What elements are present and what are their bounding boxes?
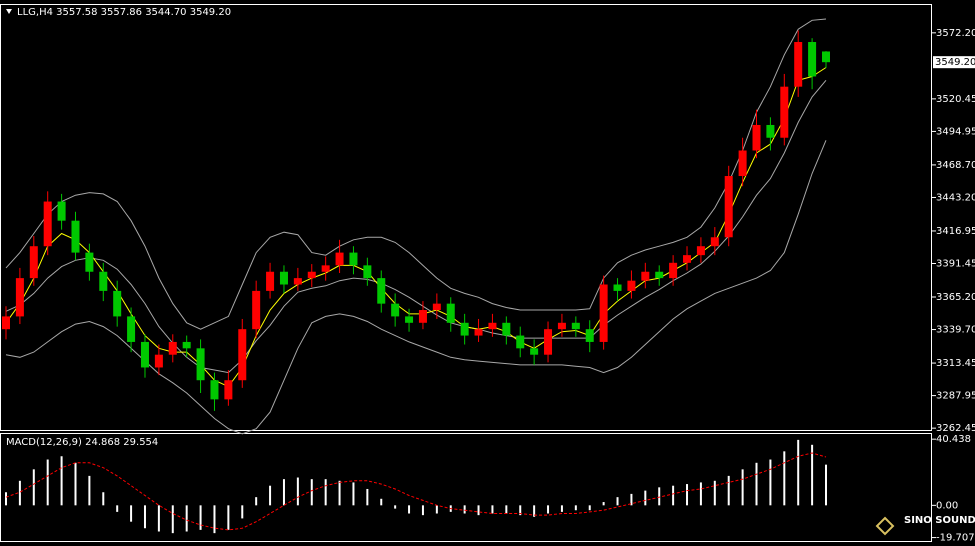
candle-body bbox=[460, 322, 469, 336]
overlay-line bbox=[5, 18, 827, 330]
candle-body bbox=[808, 42, 817, 77]
signal-line bbox=[5, 452, 827, 531]
y-tick-label: 3365.20 bbox=[936, 292, 975, 303]
candle-body bbox=[502, 322, 511, 336]
candle-body bbox=[432, 303, 441, 311]
y-tick-label: 3391.45 bbox=[936, 259, 975, 270]
y-tick-label: 3572.20 bbox=[936, 28, 975, 39]
y-tick-label: 0.00 bbox=[936, 500, 958, 511]
y-tick-label: 3468.70 bbox=[936, 160, 975, 171]
candle-body bbox=[530, 348, 539, 355]
candle-body bbox=[752, 124, 761, 151]
candle-body bbox=[794, 42, 803, 87]
y-tick-label: -19.707 bbox=[936, 533, 975, 544]
candle-body bbox=[627, 280, 636, 291]
y-tick-label: 40.438 bbox=[936, 434, 971, 445]
candle-body bbox=[641, 271, 650, 281]
macd-panel-frame bbox=[0, 433, 932, 542]
candle-body bbox=[766, 124, 775, 138]
candle-body bbox=[446, 303, 455, 323]
candle-body bbox=[738, 150, 747, 177]
candle-body bbox=[99, 271, 108, 291]
candle-body bbox=[210, 380, 219, 400]
candle-body bbox=[113, 290, 122, 317]
candle-body bbox=[488, 322, 497, 330]
candle-body bbox=[15, 278, 24, 317]
candle-body bbox=[724, 176, 733, 238]
candle-body bbox=[585, 329, 594, 342]
y-tick-label: 3339.70 bbox=[936, 325, 975, 336]
candle-body bbox=[154, 354, 163, 368]
candle-body bbox=[377, 278, 386, 304]
candle-body bbox=[321, 265, 330, 272]
candle-body bbox=[293, 278, 302, 285]
candle-body bbox=[43, 201, 52, 247]
candle-body bbox=[349, 252, 358, 266]
overlay-line bbox=[5, 79, 827, 374]
candle-body bbox=[307, 271, 316, 279]
y-tick-label: 3287.95 bbox=[936, 391, 975, 402]
candle-body bbox=[696, 246, 705, 256]
candle-body bbox=[266, 271, 275, 291]
current-price-box bbox=[933, 56, 975, 69]
menu-arrow[interactable] bbox=[6, 9, 12, 14]
candle-body bbox=[57, 201, 66, 221]
y-tick-label: 3443.20 bbox=[936, 192, 975, 203]
macd-title: MACD(12,26,9) 24.868 29.554 bbox=[6, 437, 158, 448]
y-tick-label: 3416.95 bbox=[936, 226, 975, 237]
candle-body bbox=[71, 220, 80, 253]
price-panel-frame bbox=[0, 4, 932, 431]
candle-body bbox=[599, 284, 608, 342]
candle-body bbox=[2, 316, 10, 330]
watermark: SINO SOUND bbox=[904, 515, 975, 526]
y-tick-label: 3313.45 bbox=[936, 358, 975, 369]
price-title: LLG,H4 3557.58 3557.86 3544.70 3549.20 bbox=[17, 7, 231, 18]
candle-body bbox=[683, 255, 692, 263]
candle-body bbox=[557, 322, 566, 330]
candle-body bbox=[252, 290, 261, 330]
candle-body bbox=[279, 271, 288, 285]
candle-body bbox=[238, 329, 247, 381]
candle-body bbox=[182, 341, 191, 349]
candle-body bbox=[168, 341, 177, 355]
candle-body bbox=[224, 380, 233, 400]
candle-body bbox=[780, 86, 789, 138]
candle-body bbox=[335, 252, 344, 266]
y-tick-label: 3262.45 bbox=[936, 423, 975, 434]
candle-body bbox=[822, 51, 830, 63]
candle-body bbox=[29, 246, 38, 279]
candle-body bbox=[405, 316, 414, 323]
candle-body bbox=[474, 329, 483, 336]
candle-body bbox=[655, 271, 664, 279]
y-tick-label: 3494.95 bbox=[936, 126, 975, 137]
candle-body bbox=[127, 316, 136, 342]
candle-body bbox=[140, 341, 149, 368]
candle-body bbox=[571, 322, 580, 330]
logo bbox=[875, 516, 895, 536]
candle-body bbox=[391, 303, 400, 317]
candle-body bbox=[544, 329, 553, 355]
y-tick-label: 3520.45 bbox=[936, 94, 975, 105]
candle-body bbox=[669, 262, 678, 279]
candle-body bbox=[516, 335, 525, 349]
candle-body bbox=[613, 284, 622, 291]
candle-body bbox=[85, 252, 94, 272]
candle-body bbox=[196, 348, 205, 381]
candle-body bbox=[363, 265, 372, 279]
candle-body bbox=[418, 310, 427, 323]
current-price-label: 3549.20 bbox=[935, 57, 975, 68]
candle-body bbox=[710, 237, 719, 247]
